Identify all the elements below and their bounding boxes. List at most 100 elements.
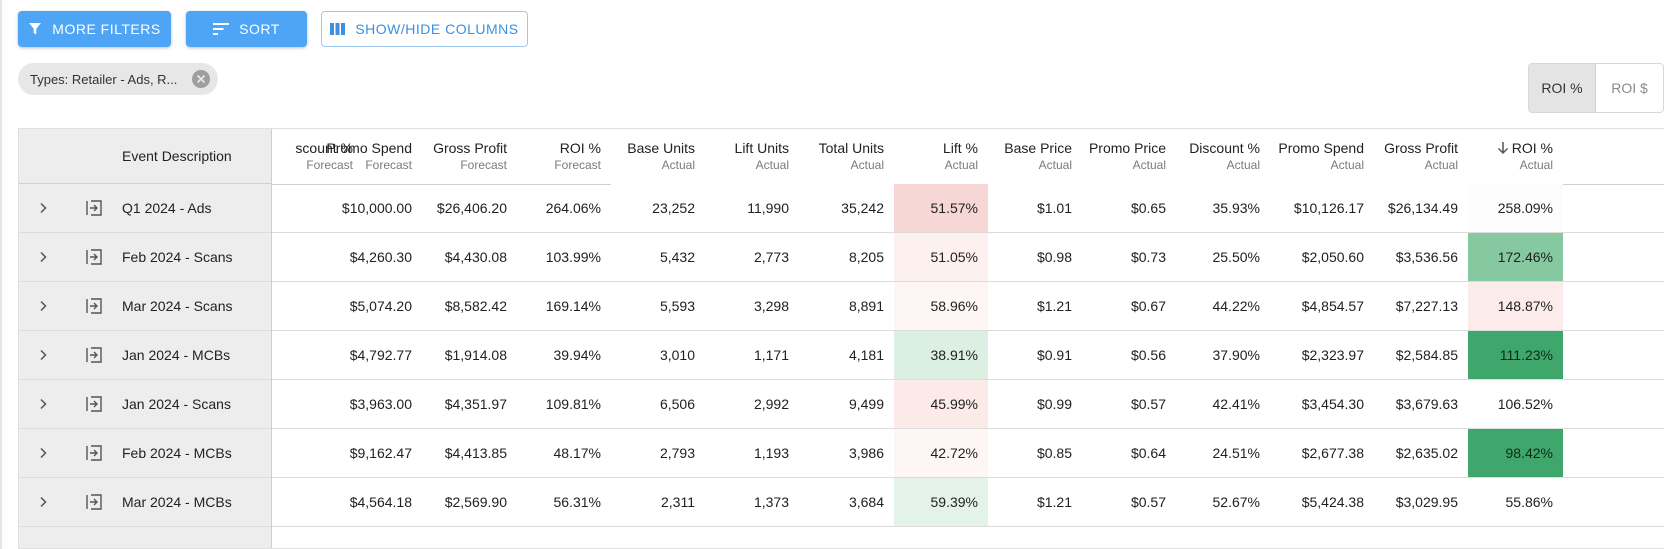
table-row[interactable]: $10,000.00 $26,406.20 264.06% 23,252 11,990 3… bbox=[19, 184, 1664, 233]
pinned-row: Feb 2024 - MCBs bbox=[19, 429, 271, 478]
chevron-right-icon[interactable] bbox=[37, 299, 49, 313]
chevron-right-icon[interactable] bbox=[37, 495, 49, 509]
cell-gross-profit-forecast: $26,406.20 bbox=[436, 200, 507, 216]
cell-base-units: 6,506 bbox=[611, 380, 705, 428]
cell-promo-price: $0.57 bbox=[1082, 380, 1176, 428]
cell-promo-spend-forecast: $5,074.20 bbox=[349, 298, 412, 314]
cell-base-price: $1.21 bbox=[988, 282, 1082, 330]
show-hide-columns-button[interactable]: SHOW/HIDE COLUMNS bbox=[321, 11, 528, 47]
pinned-row: Jan 2024 - MCBs bbox=[19, 331, 271, 380]
show-hide-columns-label: SHOW/HIDE COLUMNS bbox=[355, 21, 519, 37]
cell-promo-spend-actual: $10,126.17 bbox=[1270, 184, 1374, 232]
chevron-right-icon[interactable] bbox=[37, 397, 49, 411]
chevron-right-icon[interactable] bbox=[37, 250, 49, 264]
table-row[interactable]: $9,162.47 $4,413.85 48.17% 2,793 1,193 3,986 4… bbox=[19, 429, 1664, 478]
header-lift-percent-actual[interactable]: Lift % Actual bbox=[942, 140, 978, 172]
cell-base-price: $0.91 bbox=[988, 331, 1082, 379]
cell-roi-actual: 55.86% bbox=[1468, 478, 1563, 526]
roi-percent-toggle[interactable]: ROI % bbox=[1529, 64, 1596, 112]
open-event-icon[interactable] bbox=[84, 492, 104, 512]
header-gross-profit-forecast[interactable]: Gross Profit Forecast bbox=[433, 140, 507, 172]
open-event-icon[interactable] bbox=[84, 247, 104, 267]
cell-base-price: $0.98 bbox=[988, 233, 1082, 281]
cell-promo-spend-actual: $3,454.30 bbox=[1270, 380, 1374, 428]
roi-dollar-toggle[interactable]: ROI $ bbox=[1611, 80, 1648, 96]
header-total-units-actual[interactable]: Total Units Actual bbox=[818, 140, 884, 172]
cell-base-price: $1.01 bbox=[988, 184, 1082, 232]
more-filters-button[interactable]: MORE FILTERS bbox=[18, 11, 171, 47]
cell-roi-forecast: 48.17% bbox=[553, 445, 601, 461]
cell-roi-actual: 111.23% bbox=[1468, 331, 1563, 379]
header-roi-forecast[interactable]: ROI % Forecast bbox=[554, 140, 601, 172]
cell-promo-spend-actual: $4,854.57 bbox=[1270, 282, 1374, 330]
cell-total-units: 3,986 bbox=[799, 429, 894, 477]
cell-discount-actual: 52.67% bbox=[1176, 478, 1270, 526]
header-base-price-actual[interactable]: Base Price Actual bbox=[1004, 140, 1072, 172]
sort-button[interactable]: SORT bbox=[186, 11, 307, 47]
cell-gross-profit-actual: $2,635.02 bbox=[1374, 429, 1468, 477]
cell-gross-profit-forecast: $2,569.90 bbox=[444, 494, 507, 510]
chevron-right-icon[interactable] bbox=[37, 446, 49, 460]
cell-base-units: 3,010 bbox=[611, 331, 705, 379]
cell-total-units: 8,205 bbox=[799, 233, 894, 281]
cell-roi-actual: 172.46% bbox=[1468, 233, 1563, 281]
header-promo-spend-forecast[interactable]: Promo Spend Forecast bbox=[326, 140, 412, 172]
cell-base-units: 2,793 bbox=[611, 429, 705, 477]
pinned-columns: Event Description Q1 2024 - Ads Feb 2024 … bbox=[19, 129, 272, 548]
header-promo-price-actual[interactable]: Promo Price Actual bbox=[1088, 140, 1166, 172]
cell-base-units: 5,593 bbox=[611, 282, 705, 330]
table-row[interactable]: $4,792.77 $1,914.08 39.94% 3,010 1,171 4,181 3… bbox=[19, 331, 1664, 380]
table-row[interactable]: $5,074.20 $8,582.42 169.14% 5,593 3,298 8,891… bbox=[19, 282, 1664, 331]
header-roi-actual[interactable]: ROI % Actual bbox=[1468, 129, 1563, 184]
cell-lift-percent: 58.96% bbox=[894, 282, 988, 330]
open-event-icon[interactable] bbox=[84, 394, 104, 414]
event-description: Feb 2024 - MCBs bbox=[122, 445, 232, 461]
cell-gross-profit-actual: $3,029.95 bbox=[1374, 478, 1468, 526]
table-row[interactable]: $4,260.30 $4,430.08 103.99% 5,432 2,773 8,205… bbox=[19, 233, 1664, 282]
cell-discount-actual: 37.90% bbox=[1176, 331, 1270, 379]
cell-base-units: 2,311 bbox=[611, 478, 705, 526]
header-discount-forecast[interactable]: scount % Forecast bbox=[295, 140, 353, 172]
header-promo-spend-actual[interactable]: Promo Spend Actual bbox=[1278, 140, 1364, 172]
cell-lift-units: 11,990 bbox=[705, 184, 799, 232]
cell-gross-profit-forecast: $4,413.85 bbox=[444, 445, 507, 461]
open-event-icon[interactable] bbox=[84, 198, 104, 218]
cell-discount-actual: 35.93% bbox=[1176, 184, 1270, 232]
cell-promo-spend-forecast: $4,260.30 bbox=[349, 249, 412, 265]
header-discount-actual[interactable]: Discount % Actual bbox=[1189, 140, 1260, 172]
cell-total-units: 35,242 bbox=[799, 184, 894, 232]
event-description: Q1 2024 - Ads bbox=[122, 200, 212, 216]
cell-promo-spend-forecast: $9,162.47 bbox=[349, 445, 412, 461]
event-description: Mar 2024 - Scans bbox=[122, 298, 233, 314]
cell-lift-units: 2,992 bbox=[705, 380, 799, 428]
event-description: Mar 2024 - MCBs bbox=[122, 494, 232, 510]
cell-base-price: $0.99 bbox=[988, 380, 1082, 428]
table-row[interactable]: $4,564.18 $2,569.90 56.31% 2,311 1,373 3,684 5… bbox=[19, 478, 1664, 527]
cell-discount-actual: 42.41% bbox=[1176, 380, 1270, 428]
event-description-header[interactable]: Event Description bbox=[122, 148, 232, 164]
header-gross-profit-actual[interactable]: Gross Profit Actual bbox=[1384, 140, 1458, 172]
cell-total-units: 9,499 bbox=[799, 380, 894, 428]
open-event-icon[interactable] bbox=[84, 296, 104, 316]
header-base-units-actual[interactable]: Base Units Actual bbox=[627, 140, 695, 172]
cell-gross-profit-actual: $7,227.13 bbox=[1374, 282, 1468, 330]
filter-chip-label: Types: Retailer - Ads, R... bbox=[30, 71, 178, 87]
table-row[interactable]: $3,963.00 $4,351.97 109.81% 6,506 2,992 9,499… bbox=[19, 380, 1664, 429]
chevron-right-icon[interactable] bbox=[37, 201, 49, 215]
filter-chip[interactable]: Types: Retailer - Ads, R... bbox=[18, 63, 218, 95]
cell-promo-price: $0.64 bbox=[1082, 429, 1176, 477]
open-event-icon[interactable] bbox=[84, 345, 104, 365]
chip-delete-icon[interactable] bbox=[192, 70, 210, 88]
chevron-right-icon[interactable] bbox=[37, 348, 49, 362]
cell-lift-percent: 42.72% bbox=[894, 429, 988, 477]
cell-lift-percent: 45.99% bbox=[894, 380, 988, 428]
roi-toggle-group: ROI % ROI $ bbox=[1528, 63, 1664, 113]
cell-gross-profit-actual: $2,584.85 bbox=[1374, 331, 1468, 379]
header-lift-units-actual[interactable]: Lift Units Actual bbox=[734, 140, 789, 172]
cell-promo-spend-actual: $2,050.60 bbox=[1270, 233, 1374, 281]
cell-base-units: 23,252 bbox=[611, 184, 705, 232]
cell-lift-units: 1,193 bbox=[705, 429, 799, 477]
cell-total-units: 3,684 bbox=[799, 478, 894, 526]
open-event-icon[interactable] bbox=[84, 443, 104, 463]
cell-gross-profit-forecast: $1,914.08 bbox=[444, 347, 507, 363]
